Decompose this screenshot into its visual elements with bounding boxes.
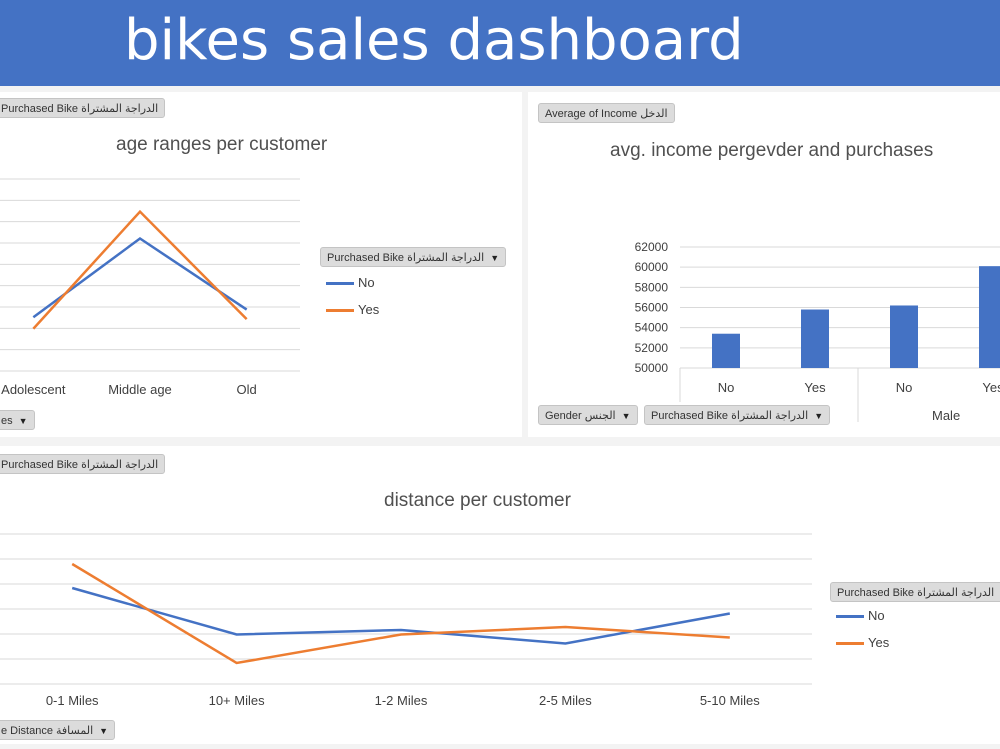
income-filter-purchased[interactable]: Purchased Bike الدراجة المشتراة ▼ [644,405,831,425]
y-tick-label: 54000 [635,321,669,335]
y-tick-label: 58000 [635,280,669,294]
x-tick-label: Old [237,382,257,397]
distance-chart-svg: 0-1 Miles 10+ Miles 1-2 Miles 2-5 Miles 5-10… [0,533,812,708]
x-tick-label: 1-2 Miles [375,693,428,708]
age-filter-purchased-label: Purchased Bike الدراجة المشتراة [1,103,159,115]
age-chart-svg: Adolescent Middle age Old [0,178,300,397]
age-legend-no: No [326,275,375,290]
age-range-filter-label: es [1,415,13,427]
age-range-filter[interactable]: es ▼ [0,410,35,430]
income-filter-purchased-label: Purchased Bike الدراجة المشتراة [651,410,809,422]
age-legend-yes-label: Yes [358,302,380,317]
legend-line-yes [326,309,354,313]
distance-filter-commute[interactable]: e Distance المسافة ▼ [0,720,116,740]
series-line-no [71,586,731,645]
income-filter-average[interactable]: Average of Income الدخل [538,103,675,123]
series-line-yes [32,209,248,330]
y-tick-label: 50000 [635,361,669,375]
age-legend-filter[interactable]: Purchased Bike الدراجة المشتراة ▼ [320,247,507,267]
dashboard-banner: bikes sales dashboard [0,0,1000,86]
distance-filter-purchased-label: Purchased Bike الدراجة المشتراة [1,459,159,471]
x-tick-label: Yes [982,380,1000,395]
distance-legend-no-label: No [868,608,885,623]
income-filter-average-label: Average of Income الدخل [545,108,668,120]
x-tick-label: Middle age [108,382,172,397]
legend-line-yes [836,642,864,646]
dashboard-title: bikes sales dashboard [124,8,744,73]
distance-chart-panel: Purchased Bike الدراجة المشتراة distance… [0,446,1000,744]
distance-filter-commute-label: e Distance المسافة [1,725,94,737]
x-tick-label: No [718,380,735,395]
dropdown-arrow-icon: ▼ [18,416,28,426]
x-tick-label: 5-10 Miles [700,693,760,708]
age-legend-filter-label: Purchased Bike الدراجة المشتراة [327,252,485,264]
y-tick-label: 56000 [635,301,669,315]
income-chart-svg: 50000 52000 54000 56000 58000 60000 62000 No Ye… [635,240,1000,422]
dropdown-arrow-icon: ▼ [621,411,631,421]
series-line-yes [71,562,730,665]
income-chart-title: avg. income pergevder and purchases [610,140,934,161]
x-tick-label: 10+ Miles [209,693,265,708]
x-tick-label: 2-5 Miles [539,693,592,708]
x-tick-label: 0-1 Miles [46,693,99,708]
distance-filter-purchased[interactable]: Purchased Bike الدراجة المشتراة [0,454,166,474]
legend-line-no [836,615,864,619]
age-legend-no-label: No [358,275,375,290]
distance-legend-yes: Yes [836,635,889,650]
income-bar [801,309,829,368]
y-tick-label: 60000 [635,260,669,274]
x-tick-label: No [896,380,913,395]
distance-legend-no: No [836,608,885,623]
dropdown-arrow-icon: ▼ [99,726,109,736]
dropdown-arrow-icon: ▼ [490,253,500,263]
income-group-label: Male [932,408,961,423]
y-tick-label: 62000 [635,240,669,254]
income-bar [979,266,1000,368]
income-bar [890,305,918,368]
legend-line-no [326,282,354,286]
series-line-no [32,236,248,319]
x-tick-label: Yes [804,380,826,395]
x-tick-label: Adolescent [1,382,66,397]
distance-legend-filter-label: Purchased Bike الدراجة المشتراة [837,587,995,599]
income-filter-gender[interactable]: Gender الجنس ▼ [538,405,638,425]
y-tick-label: 52000 [635,341,669,355]
income-filter-gender-label: Gender الجنس [545,410,616,422]
income-bar [712,333,740,368]
dropdown-arrow-icon: ▼ [814,411,824,421]
income-chart-panel: Average of Income الدخل avg. income perg… [528,92,1000,437]
age-filter-purchased[interactable]: Purchased Bike الدراجة المشتراة [0,98,166,118]
age-legend-yes: Yes [326,302,379,317]
distance-chart-title: distance per customer [384,490,571,511]
distance-legend-filter[interactable]: Purchased Bike الدراجة المشتراة▼ [830,582,1000,602]
age-chart-panel: Purchased Bike الدراجة المشتراة age rang… [0,92,522,437]
age-chart-title: age ranges per customer [116,134,328,155]
distance-legend-yes-label: Yes [868,635,890,650]
